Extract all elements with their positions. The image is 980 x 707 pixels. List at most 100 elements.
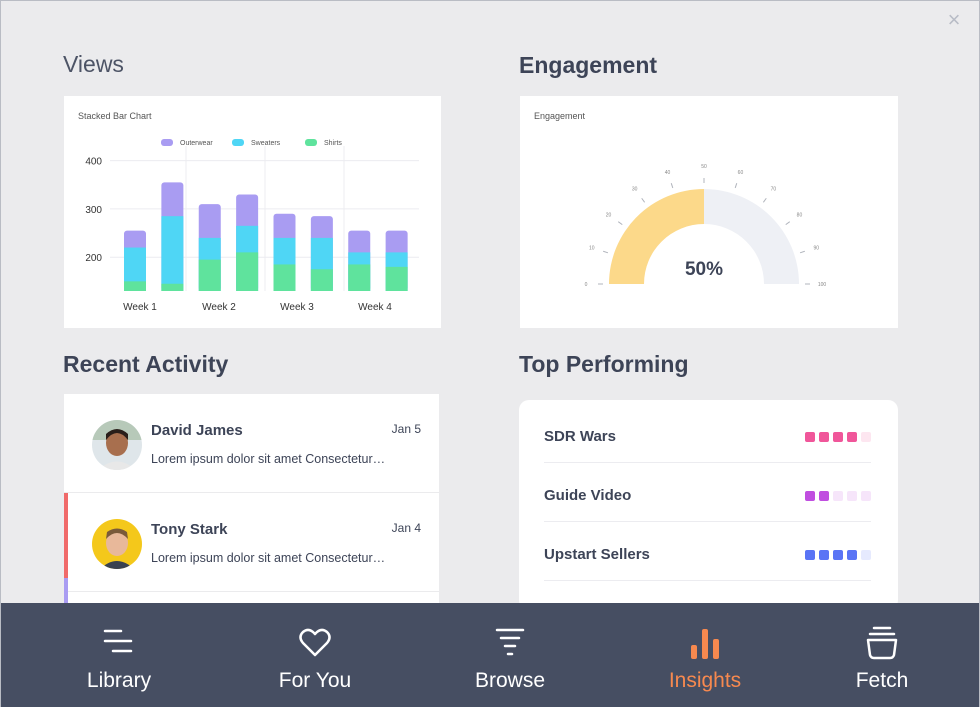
- gauge-tick-label: 20: [606, 213, 612, 219]
- nav-label: Browse: [474, 669, 546, 692]
- x-tick-label: Week 3: [280, 302, 314, 313]
- rating-dots: [805, 491, 871, 501]
- basket-icon: [866, 626, 898, 660]
- legend-label: Sweaters: [251, 140, 281, 147]
- top-performing-name: Upstart Sellers: [544, 546, 650, 563]
- gauge-tick-label: 40: [665, 170, 671, 176]
- views-chart-card: Stacked Bar Chart 400 300 200 Outerwear Swea…: [64, 96, 441, 328]
- bar-shirts: [348, 264, 371, 291]
- top-performing-name: Guide Video: [544, 487, 632, 504]
- gauge-tick: [603, 250, 609, 254]
- legend-swatch: [161, 139, 173, 146]
- rating-dot-filled: [805, 491, 815, 501]
- bar-shirts: [236, 252, 259, 291]
- engagement-card-label: Engagement: [534, 111, 586, 121]
- rating-dot-empty: [861, 491, 871, 501]
- top-performing-row[interactable]: Upstart Sellers: [544, 522, 871, 581]
- bar-chart-icon: [691, 629, 719, 659]
- rating-dot-filled: [833, 432, 843, 442]
- rating-dot-filled: [819, 550, 829, 560]
- nav-library[interactable]: Library: [39, 603, 199, 707]
- bar-shirts: [198, 259, 221, 291]
- nav-fetch[interactable]: Fetch: [802, 603, 962, 707]
- close-icon[interactable]: ×: [947, 7, 961, 32]
- bar-shirts: [385, 266, 408, 291]
- bar-sweaters: [161, 216, 184, 291]
- y-tick-label: 400: [85, 157, 102, 168]
- gauge-tick-label: 50: [701, 164, 707, 170]
- y-tick-label: 200: [85, 253, 102, 264]
- top-performing-row[interactable]: SDR Wars: [544, 404, 871, 463]
- rating-dot-filled: [833, 550, 843, 560]
- x-tick-label: Week 1: [123, 302, 157, 313]
- bar-shirts: [124, 281, 146, 291]
- gauge-tick: [785, 221, 791, 226]
- top-performing-name: SDR Wars: [544, 428, 616, 445]
- x-tick-label: Week 4: [358, 302, 392, 313]
- nav-browse[interactable]: Browse: [430, 603, 590, 707]
- engagement-gauge: 0 10 20 30 40 50 60 70 80 90 100: [585, 164, 827, 288]
- filter-icon: [495, 628, 525, 656]
- gauge-tick: [670, 183, 674, 189]
- activity-list: David James Jan 5 Lorem ipsum dolor sit …: [64, 394, 439, 606]
- activity-indicator-bar: [64, 578, 68, 606]
- rating-dots: [805, 432, 871, 442]
- gauge-value: 50%: [684, 259, 724, 280]
- nav-label: For You: [278, 669, 352, 692]
- rating-dot-empty: [847, 491, 857, 501]
- gauge-tick-label: 90: [813, 246, 819, 252]
- nav-label: Insights: [668, 669, 742, 692]
- activity-name: David James: [151, 422, 243, 439]
- avatar: [92, 420, 142, 470]
- engagement-card: Engagement 0 10 20 30 40 50 60 70 80 90 100 50%: [520, 96, 898, 328]
- avatar: [92, 519, 142, 569]
- gauge-tick-label: 10: [589, 246, 595, 252]
- gauge-tick-label: 60: [738, 170, 744, 176]
- gauge-tick-label: 70: [771, 187, 777, 193]
- activity-name: Tony Stark: [151, 521, 228, 538]
- activity-item-partial: [64, 592, 439, 606]
- nav-for-you[interactable]: For You: [235, 603, 395, 707]
- rating-dot-empty: [861, 432, 871, 442]
- gauge-filled-arc: [609, 189, 704, 284]
- recent-activity-title: Recent Activity: [63, 351, 229, 377]
- gauge-tick-label: 100: [818, 282, 827, 288]
- rating-dot-empty: [833, 491, 843, 501]
- top-performing-title: Top Performing: [519, 351, 689, 377]
- x-tick-label: Week 2: [202, 302, 236, 313]
- gauge-tick-label: 80: [797, 213, 803, 219]
- top-performing-row[interactable]: Guide Video: [544, 463, 871, 522]
- top-performing-card: SDR Wars Guide Video Upstart Sellers: [519, 400, 898, 610]
- gauge-tick: [641, 197, 646, 203]
- rating-dot-filled: [847, 432, 857, 442]
- stacked-bar-chart: 400 300 200 Outerwear Sweaters Shirts Week 1 We…: [85, 139, 419, 313]
- activity-item[interactable]: Tony Stark Jan 4 Lorem ipsum dolor sit a…: [64, 493, 439, 591]
- gauge-tick: [617, 221, 623, 226]
- chart-title: Stacked Bar Chart: [78, 111, 152, 121]
- activity-text: Lorem ipsum dolor sit amet Consectetur…: [151, 452, 386, 466]
- nav-insights[interactable]: Insights: [625, 603, 785, 707]
- activity-date: Jan 4: [391, 521, 421, 535]
- nav-label: Fetch: [855, 669, 909, 692]
- legend-label: Shirts: [324, 140, 342, 147]
- activity-date: Jan 5: [391, 422, 421, 436]
- bottom-nav: Library For You Browse Insights Fetch: [1, 603, 979, 707]
- heart-icon: [299, 628, 331, 657]
- engagement-title: Engagement: [519, 52, 658, 78]
- bar-shirts: [273, 264, 296, 291]
- legend-label: Outerwear: [180, 140, 213, 147]
- rating-dot-empty: [861, 550, 871, 560]
- rating-dot-filled: [819, 491, 829, 501]
- nav-label: Library: [86, 669, 152, 692]
- activity-item[interactable]: David James Jan 5 Lorem ipsum dolor sit …: [64, 394, 439, 492]
- rating-dot-filled: [847, 550, 857, 560]
- views-title: Views: [63, 51, 124, 77]
- library-icon: [103, 629, 133, 653]
- gauge-tick: [734, 183, 738, 189]
- rating-dot-filled: [805, 550, 815, 560]
- gauge-tick: [799, 250, 805, 254]
- gauge-empty-arc: [704, 189, 799, 284]
- gauge-tick-label: 0: [585, 282, 588, 288]
- bar-shirts: [161, 283, 184, 291]
- activity-text: Lorem ipsum dolor sit amet Consectetur…: [151, 551, 386, 565]
